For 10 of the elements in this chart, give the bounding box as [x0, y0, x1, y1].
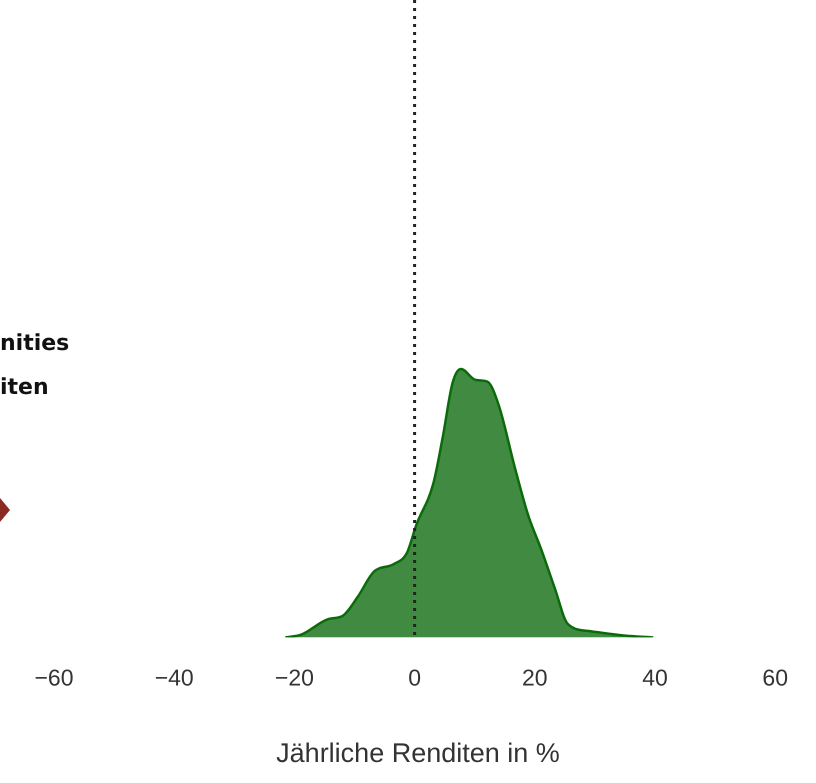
x-tick-label: −60 — [34, 664, 74, 691]
x-tick-label: 0 — [408, 664, 422, 691]
x-tick-label: 20 — [522, 664, 548, 691]
x-tick-label: −20 — [274, 664, 314, 691]
x-tick-label: −40 — [154, 664, 194, 691]
x-axis-title: Jährliche Renditen in % — [275, 738, 561, 769]
text: iten — [0, 375, 49, 400]
x-tick-label: 40 — [642, 664, 668, 691]
text: nities — [0, 331, 70, 356]
x-tick-label: 60 — [762, 664, 788, 691]
